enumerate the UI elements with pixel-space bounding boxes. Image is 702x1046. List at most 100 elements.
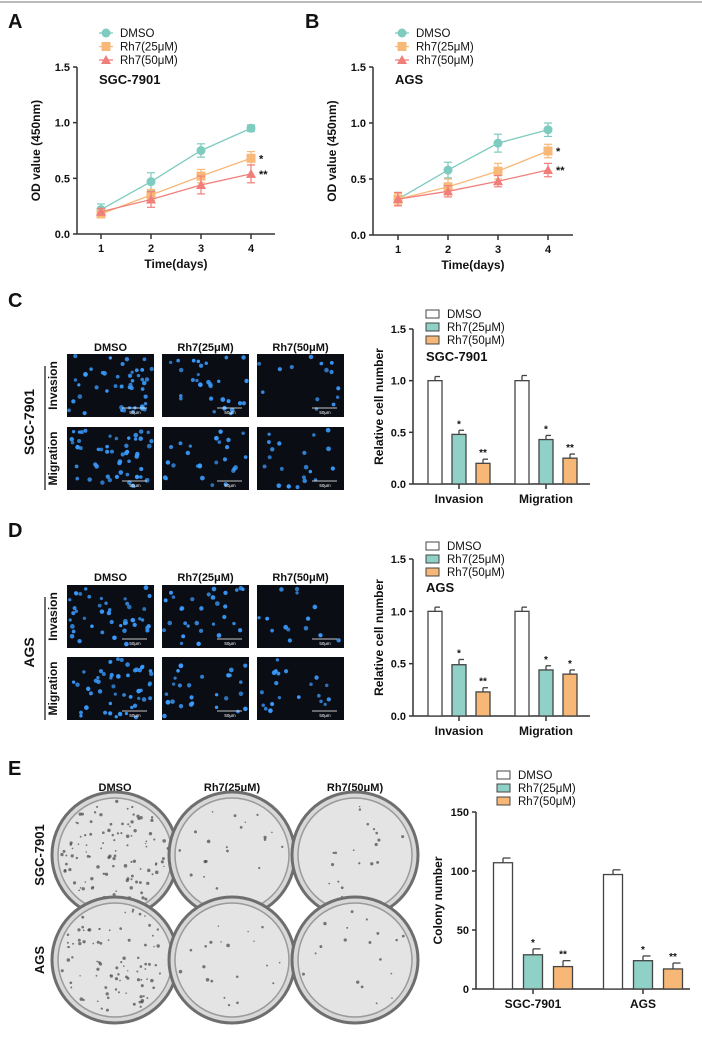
cell-nucleus — [73, 378, 78, 382]
x-tick-label: 4 — [248, 243, 255, 255]
colony — [106, 996, 110, 1000]
colony — [82, 929, 85, 932]
cell-nucleus — [276, 671, 281, 676]
cell-nucleus — [111, 684, 116, 689]
colony — [100, 847, 103, 850]
colony — [358, 805, 361, 808]
colony — [96, 967, 100, 971]
cell-nucleus — [196, 359, 201, 364]
cell-nucleus — [206, 379, 211, 385]
cell-nucleus — [200, 674, 205, 679]
cell-nucleus — [244, 378, 249, 384]
cell-nucleus — [259, 690, 264, 695]
significance-mark: * — [556, 146, 561, 158]
y-tick-label: 1.0 — [391, 376, 406, 388]
cell-nucleus — [74, 464, 79, 469]
cell-nucleus — [179, 606, 185, 611]
cell-nucleus — [214, 601, 220, 606]
legend-label: Rh7(25μM) — [447, 554, 505, 566]
significance-mark: ** — [559, 950, 567, 961]
colony — [62, 849, 66, 853]
colony — [145, 845, 148, 848]
colony — [113, 839, 116, 842]
colony — [142, 995, 145, 998]
x-tick-label: 3 — [495, 244, 501, 256]
cell-nucleus — [199, 606, 204, 611]
cell-nucleus — [199, 475, 205, 481]
colony — [146, 997, 149, 999]
bar-invasion-0 — [427, 380, 443, 485]
colony — [96, 940, 100, 944]
cell-nucleus — [214, 705, 219, 710]
colony — [151, 934, 154, 937]
colony — [119, 979, 121, 982]
cell-nucleus — [94, 464, 99, 469]
colony — [220, 941, 222, 943]
cell-nucleus — [267, 432, 271, 436]
cell-nucleus — [100, 370, 105, 375]
cell-nucleus — [123, 597, 127, 601]
legend-label: DMSO — [447, 309, 482, 321]
colony — [209, 940, 213, 944]
cell-nucleus — [74, 591, 78, 595]
cell-nucleus — [114, 436, 119, 441]
cell-nucleus — [87, 477, 92, 482]
cell-nucleus — [108, 701, 113, 706]
colony — [323, 921, 327, 926]
cell-nucleus — [261, 703, 265, 707]
y-tick-label: 0.0 — [391, 479, 406, 491]
cell-nucleus — [211, 622, 216, 626]
colony — [107, 828, 111, 833]
cell-nucleus — [330, 466, 336, 471]
colony — [144, 968, 147, 970]
colony — [70, 986, 73, 989]
colony — [151, 873, 154, 876]
cell-nucleus — [113, 384, 118, 388]
colony — [136, 970, 139, 973]
cell-nucleus — [146, 443, 152, 449]
cell-nucleus — [284, 669, 289, 674]
cell-nucleus — [228, 667, 234, 673]
colony — [226, 943, 230, 948]
cell-nucleus — [223, 696, 229, 701]
colony — [115, 966, 119, 970]
cell-nucleus — [220, 397, 226, 402]
cell-nucleus — [188, 444, 193, 448]
x-tick-label: 1 — [98, 243, 104, 255]
cell-nucleus — [274, 680, 279, 686]
legend-marker-triangle — [397, 55, 407, 64]
colony — [278, 961, 281, 964]
y-tick-label: 0.0 — [351, 230, 366, 242]
colony — [144, 962, 148, 966]
colony — [271, 831, 273, 834]
data-point — [443, 186, 453, 196]
colony — [117, 973, 120, 976]
colony — [138, 912, 142, 916]
colony — [124, 911, 127, 914]
cell-nucleus — [133, 437, 138, 441]
bar-ags-1 — [632, 960, 654, 990]
legend-label: DMSO — [120, 28, 155, 40]
colony — [92, 942, 95, 945]
legend-marker-triangle — [101, 55, 111, 64]
colony — [156, 928, 159, 931]
cell-nucleus — [165, 460, 171, 465]
bar-invasion-2 — [475, 691, 491, 717]
colony — [226, 849, 229, 853]
colony — [116, 832, 120, 835]
cell-nucleus — [107, 608, 112, 612]
cell-nucleus — [139, 665, 144, 670]
column-header: Rh7(25μM) — [177, 342, 234, 354]
colony — [145, 840, 148, 843]
series-line — [397, 169, 549, 200]
colony — [146, 881, 150, 886]
colony — [161, 857, 165, 861]
cell-nucleus — [147, 594, 152, 599]
cell-nucleus — [99, 596, 104, 601]
colony — [127, 938, 131, 942]
cell-nucleus — [124, 711, 129, 716]
legend-label: DMSO — [518, 770, 553, 782]
y-tick-label: 0.5 — [55, 173, 70, 185]
cell-nucleus — [141, 380, 147, 386]
